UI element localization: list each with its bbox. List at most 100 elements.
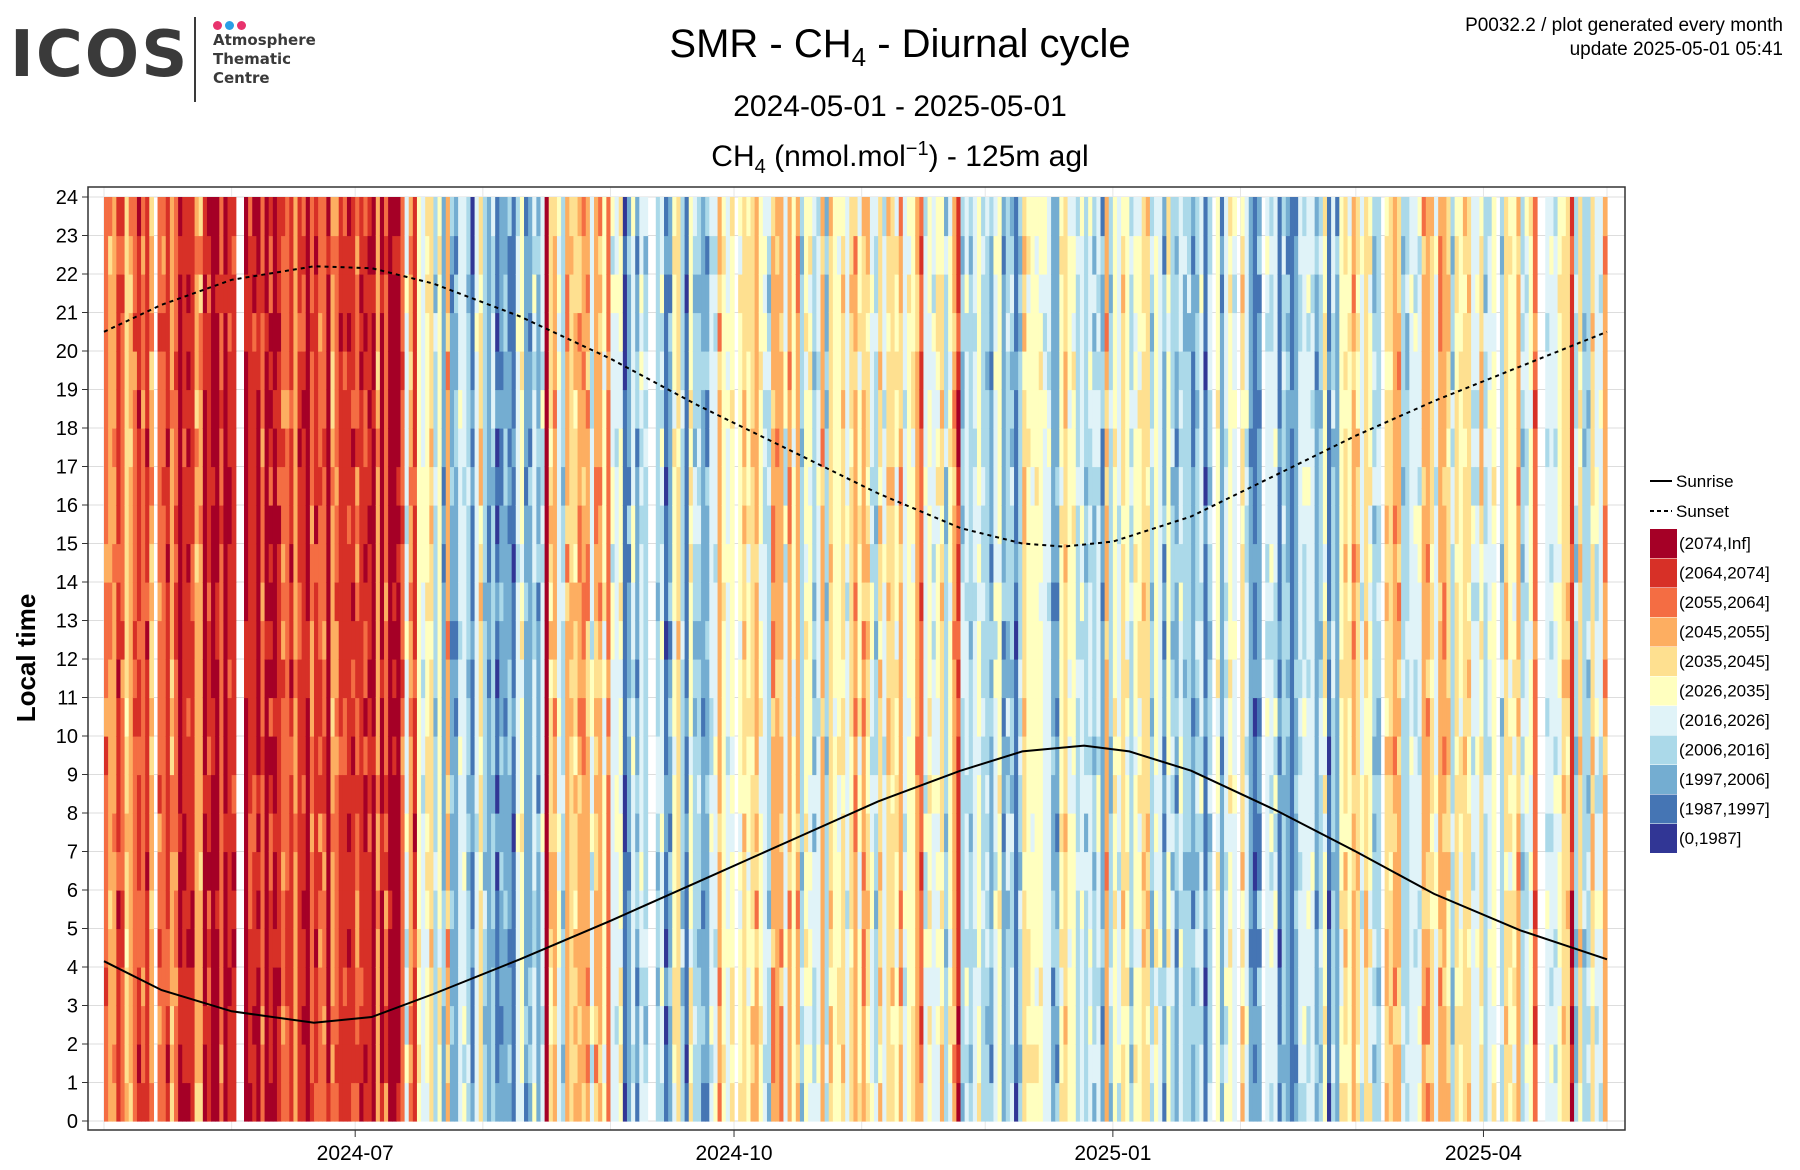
heatmap-cell [738, 274, 743, 314]
heatmap-cell [462, 235, 467, 275]
heatmap-cell [853, 351, 859, 391]
heatmap-cell [672, 774, 677, 814]
heatmap-cell [676, 697, 682, 737]
heatmap-cell [462, 659, 467, 699]
heatmap-cell [799, 274, 805, 314]
heatmap-cell [713, 774, 719, 814]
heatmap-cell [688, 697, 694, 737]
heatmap-cell [659, 774, 665, 814]
heatmap-cell [894, 736, 900, 776]
heatmap-cell [215, 466, 220, 506]
heatmap-cell [470, 659, 476, 699]
heatmap-cell [318, 890, 323, 930]
heatmap-cell [116, 235, 122, 275]
heatmap-cell [379, 967, 385, 1007]
heatmap-cell [342, 466, 348, 506]
heatmap-cell [157, 389, 163, 429]
heatmap-cell [561, 389, 566, 429]
heatmap-cell [462, 1044, 467, 1084]
heatmap-cell [384, 235, 389, 275]
heatmap-cell [766, 389, 772, 429]
heatmap-cell [738, 505, 743, 545]
heatmap-cell [194, 659, 200, 699]
heatmap-cell [738, 928, 743, 968]
heatmap-cell [968, 543, 974, 583]
heatmap-cell [927, 351, 933, 391]
heatmap-cell [466, 697, 472, 737]
heatmap-cell [507, 428, 513, 468]
heatmap-cell [206, 1005, 212, 1045]
heatmap-cell [791, 505, 797, 545]
heatmap-cell [935, 1005, 941, 1045]
heatmap-cell [503, 967, 509, 1007]
heatmap-cell [589, 312, 595, 352]
heatmap-cell [664, 890, 669, 930]
heatmap-cell [935, 697, 941, 737]
heatmap-cell [371, 1082, 377, 1122]
heatmap-cell [515, 351, 521, 391]
heatmap-cell [577, 967, 583, 1007]
heatmap-cell [565, 813, 570, 853]
heatmap-cell [445, 1044, 451, 1084]
heatmap-cell [705, 312, 710, 352]
heatmap-cell [787, 967, 793, 1007]
heatmap-cell [577, 466, 583, 506]
heatmap-cell [865, 774, 871, 814]
heatmap-cell [346, 967, 352, 1007]
heatmap-cell [861, 235, 867, 275]
heatmap-cell [577, 697, 583, 737]
heatmap-cell [309, 1082, 315, 1122]
heatmap-cell [944, 890, 949, 930]
heatmap-cell [783, 697, 789, 737]
heatmap-cell [787, 774, 793, 814]
heatmap-cell [824, 466, 830, 506]
heatmap-cell [849, 813, 855, 853]
heatmap-cell [194, 466, 200, 506]
heatmap-cell [342, 1005, 348, 1045]
heatmap-cell [124, 620, 130, 660]
heatmap-cell [754, 890, 760, 930]
heatmap-cell [128, 890, 134, 930]
heatmap-cell [680, 389, 686, 429]
heatmap-cell [762, 890, 768, 930]
heatmap-cell [330, 1005, 336, 1045]
heatmap-cell [725, 1044, 731, 1084]
heatmap-cell [956, 312, 962, 352]
heatmap-cell [515, 505, 521, 545]
heatmap-cell [396, 505, 402, 545]
heatmap-cell [495, 813, 500, 853]
heatmap-cell [507, 582, 513, 622]
heatmap-cell [524, 620, 529, 660]
heatmap-cell [602, 197, 607, 237]
heatmap-cell [367, 774, 373, 814]
heatmap-cell [841, 351, 846, 391]
heatmap-cell [186, 466, 192, 506]
heatmap-cell [318, 235, 323, 275]
heatmap-cell [894, 274, 900, 314]
heatmap-cell [128, 659, 134, 699]
heatmap-cell [618, 274, 624, 314]
heatmap-cell [659, 697, 665, 737]
heatmap-cell [396, 736, 402, 776]
heatmap-cell [141, 466, 146, 506]
heatmap-cell [548, 1082, 554, 1122]
heatmap-cell [849, 543, 855, 583]
heatmap-cell [359, 1044, 365, 1084]
heatmap-cell [503, 774, 509, 814]
heatmap-cell [692, 351, 698, 391]
heatmap-cell [503, 505, 509, 545]
heatmap-cell [791, 543, 797, 583]
heatmap-cell [425, 428, 430, 468]
heatmap-cell [552, 813, 558, 853]
heatmap-cell [804, 1005, 809, 1045]
heatmap-cell [569, 505, 575, 545]
heatmap-cell [705, 736, 710, 776]
heatmap-cell [305, 543, 311, 583]
heatmap-cell [215, 736, 220, 776]
heatmap-cell [791, 890, 797, 930]
heatmap-cell [721, 1005, 727, 1045]
heatmap-cell [836, 389, 842, 429]
heatmap-cell [717, 1005, 723, 1045]
heatmap-cell [104, 774, 109, 814]
heatmap-cell [104, 543, 109, 583]
